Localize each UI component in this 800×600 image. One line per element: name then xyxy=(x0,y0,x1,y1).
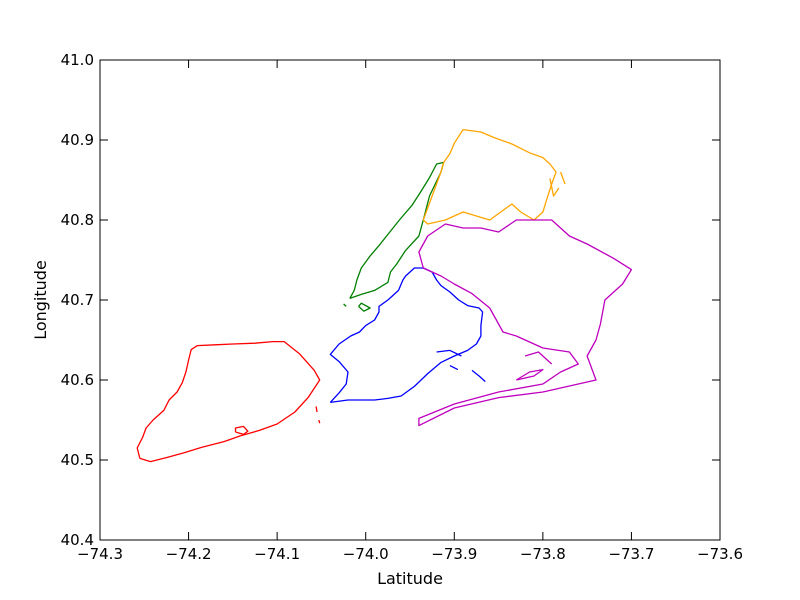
x-axis-title: Latitude xyxy=(377,569,443,588)
boundary-line xyxy=(358,302,371,312)
y-axis-title: Longitude xyxy=(31,260,50,340)
boundary-line xyxy=(549,178,560,197)
y-tick-label: 40.6 xyxy=(61,371,94,389)
boundary-line xyxy=(343,303,347,307)
boundary-line xyxy=(471,369,486,383)
y-tick-label: 41.0 xyxy=(61,51,94,69)
boundary-line xyxy=(449,365,459,371)
boundary-line xyxy=(559,171,566,185)
boundary-line xyxy=(329,267,484,404)
boundary-line xyxy=(349,161,445,300)
series-3 xyxy=(422,128,566,225)
boundary-line xyxy=(136,340,321,463)
x-tick-label: −73.6 xyxy=(697,545,743,563)
series-layer xyxy=(136,128,633,463)
series-0 xyxy=(136,340,321,463)
boundary-line xyxy=(515,368,544,381)
series-2 xyxy=(343,161,445,312)
boundary-line xyxy=(315,406,318,413)
y-tick-label: 40.9 xyxy=(61,131,94,149)
x-tick-label: −73.8 xyxy=(520,545,566,563)
tick-layer: −74.3 −74.2 −74.1 −74.0 −73.9 −73.8 −73.7 −73.6… xyxy=(61,51,743,563)
x-tick-label: −74.3 xyxy=(77,545,123,563)
y-tick-label: 40.7 xyxy=(61,291,94,309)
series-4 xyxy=(418,219,633,427)
x-tick-label: −74.0 xyxy=(343,545,389,563)
boundary-line xyxy=(318,419,321,424)
y-tick-label: 40.8 xyxy=(61,211,94,229)
y-tick-label: 40.5 xyxy=(61,451,94,469)
boundary-line xyxy=(418,219,633,427)
boundary-line xyxy=(524,351,553,365)
y-tick-label: 40.4 xyxy=(61,531,94,549)
boundary-line xyxy=(234,425,249,436)
boundary-line xyxy=(436,349,462,357)
boundary-line xyxy=(422,128,557,225)
x-tick-label: −73.9 xyxy=(431,545,477,563)
series-1 xyxy=(329,267,486,404)
x-tick-label: −74.1 xyxy=(254,545,300,563)
x-tick-label: −74.2 xyxy=(166,545,212,563)
x-tick-label: −73.7 xyxy=(608,545,654,563)
